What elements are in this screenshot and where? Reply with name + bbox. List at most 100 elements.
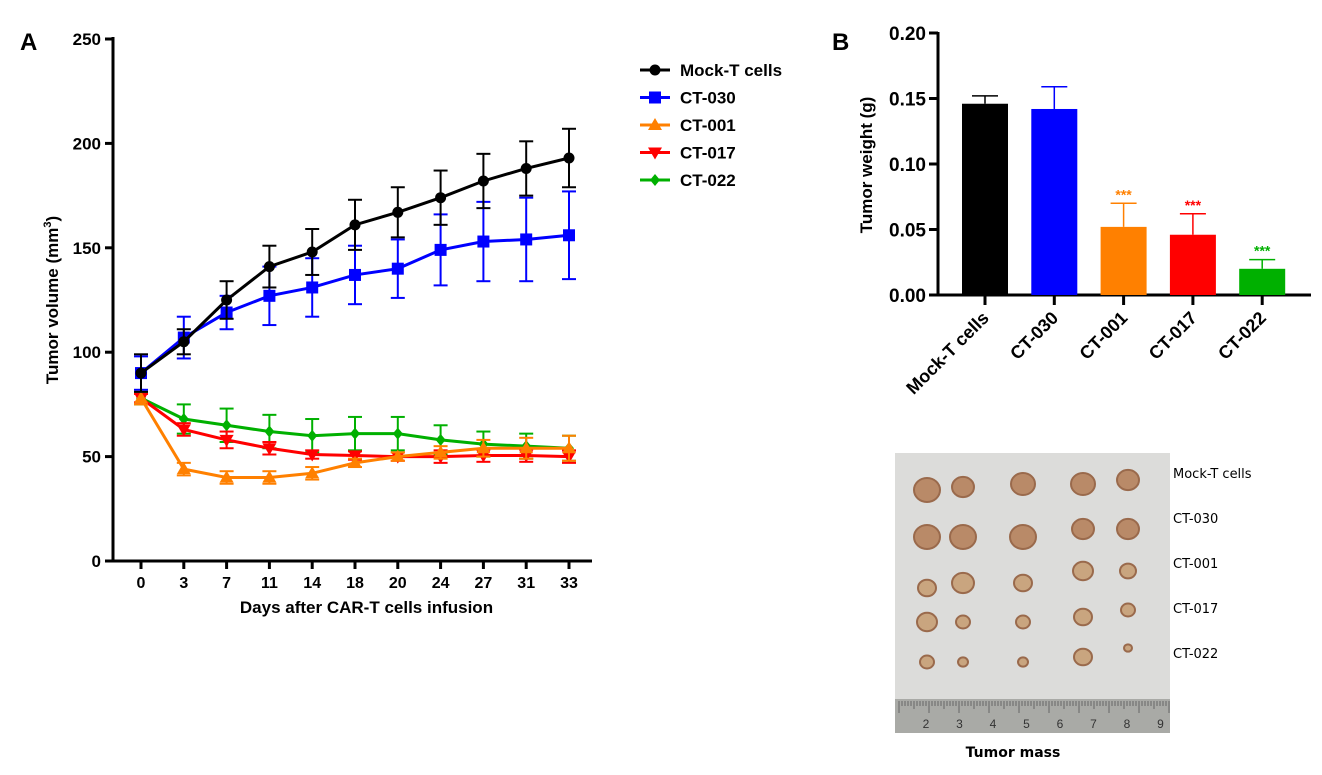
y-tick-label: 250 xyxy=(73,30,101,49)
ruler-number: 3 xyxy=(956,717,963,731)
x-tick-label: 24 xyxy=(432,575,450,592)
tumor-mass-photo: 2 3 4 5 6 7 8 9 Mock-T cells CT-030 CT-001 CT-017 CT… xyxy=(895,453,1252,761)
legend-marker xyxy=(650,174,660,186)
tumor-sample xyxy=(1071,517,1095,541)
x-tick-label: 20 xyxy=(389,575,407,592)
legend-label: CT-017 xyxy=(680,144,736,163)
tumor-sample xyxy=(1116,468,1140,492)
ruler-number: 9 xyxy=(1157,717,1164,731)
data-point xyxy=(390,449,405,462)
ruler-number: 6 xyxy=(1057,717,1064,731)
x-tick-label: 11 xyxy=(261,575,278,592)
data-point xyxy=(219,470,234,483)
x-tick-label: 14 xyxy=(303,575,321,592)
data-point xyxy=(435,433,446,446)
data-point xyxy=(392,427,403,440)
y-tick-label: 50 xyxy=(82,448,101,467)
line-chart-tumor-volume: 0 50 100 150 200 250 0 3 7 11 14 18 20 24 27 31 33 Days a… xyxy=(42,30,782,617)
tumor-sample xyxy=(1070,471,1096,497)
panel-label-b: B xyxy=(832,29,849,56)
data-point xyxy=(563,152,575,164)
photo-row-label: CT-022 xyxy=(1173,647,1218,662)
y-tick-label: 150 xyxy=(73,239,101,258)
tumor-sample xyxy=(916,611,938,633)
x-axis-title: Days after CAR-T cells infusion xyxy=(240,598,493,617)
data-point xyxy=(221,419,232,432)
photo-caption: Tumor mass xyxy=(966,745,1061,761)
data-point xyxy=(435,192,447,204)
tumor-sample xyxy=(1010,471,1036,497)
data-point xyxy=(264,425,275,438)
y-axis-title-superscript: 3 xyxy=(42,222,54,228)
significance-label: *** xyxy=(1254,243,1271,259)
legend-label: CT-001 xyxy=(680,116,736,135)
y-axis-title: Tumor volume (mm3) xyxy=(42,216,62,384)
x-tick-label: 27 xyxy=(475,575,493,592)
x-tick-label: 33 xyxy=(560,575,578,592)
data-point xyxy=(562,441,576,454)
legend-marker xyxy=(649,91,661,104)
bar-ct-022 xyxy=(1239,268,1286,295)
tumor-sample xyxy=(1120,602,1136,618)
data-point xyxy=(263,261,275,273)
tumor-sample xyxy=(919,654,935,670)
tumor-sample xyxy=(957,656,969,668)
data-point xyxy=(306,281,319,294)
data-point xyxy=(520,162,532,174)
tumor-sample xyxy=(913,524,941,550)
tumor-sample xyxy=(1116,517,1140,541)
data-point xyxy=(433,445,448,458)
tumor-sample xyxy=(1072,560,1094,582)
data-point xyxy=(520,233,533,246)
legend-marker xyxy=(648,118,662,130)
ruler-number: 7 xyxy=(1090,717,1097,731)
photo-row-label: CT-017 xyxy=(1173,602,1218,617)
y-tick-label: 0.20 xyxy=(889,24,926,45)
legend-marker xyxy=(648,147,662,160)
bar-chart-tumor-weight: 0.00 0.05 0.10 0.15 0.20 Tumor weight (g) Mock… xyxy=(857,24,1311,398)
data-point xyxy=(349,219,361,231)
data-point xyxy=(263,289,276,302)
y-tick-label: 0.10 xyxy=(889,155,926,176)
data-point xyxy=(349,268,361,281)
tumor-sample xyxy=(1073,607,1093,627)
tumor-sample xyxy=(913,477,941,503)
ruler-number: 4 xyxy=(990,717,997,731)
tumor-sample xyxy=(1017,656,1029,668)
tumor-sample xyxy=(949,524,977,550)
x-tick-label: Mock-T cells xyxy=(902,308,993,399)
data-point xyxy=(477,175,489,187)
data-point xyxy=(306,246,318,258)
tumor-sample xyxy=(1119,562,1137,580)
y-axis-title-close: ) xyxy=(43,216,62,222)
series-mock-t-cells xyxy=(134,127,576,393)
legend-label: Mock-T cells xyxy=(680,61,782,80)
ruler-number: 5 xyxy=(1023,717,1030,731)
data-point xyxy=(305,466,320,479)
photo-background xyxy=(895,453,1170,733)
ruler-number: 2 xyxy=(923,717,930,731)
tumor-sample xyxy=(951,571,975,595)
x-tick-label: CT-001 xyxy=(1076,308,1132,364)
tumor-sample xyxy=(1009,524,1037,550)
bar-ct-001 xyxy=(1100,226,1147,295)
x-tick-label: 7 xyxy=(222,575,231,592)
legend-label: CT-030 xyxy=(680,89,736,108)
data-point xyxy=(305,449,320,462)
x-tick-label: 3 xyxy=(179,575,188,592)
photo-row-label: CT-030 xyxy=(1173,512,1218,527)
y-tick-label: 0.15 xyxy=(889,90,926,111)
data-point xyxy=(392,206,404,218)
x-tick-label: CT-030 xyxy=(1006,308,1062,364)
data-point xyxy=(476,441,491,454)
y-tick-label: 0.00 xyxy=(889,286,926,307)
tumor-sample xyxy=(1013,573,1033,593)
data-point xyxy=(221,294,233,306)
data-point xyxy=(176,462,191,475)
data-point xyxy=(262,470,277,483)
photo-row-label: Mock-T cells xyxy=(1173,467,1252,482)
legend-marker xyxy=(649,64,661,76)
bar-mock-t-cells xyxy=(962,103,1008,296)
tumor-sample xyxy=(917,578,937,598)
